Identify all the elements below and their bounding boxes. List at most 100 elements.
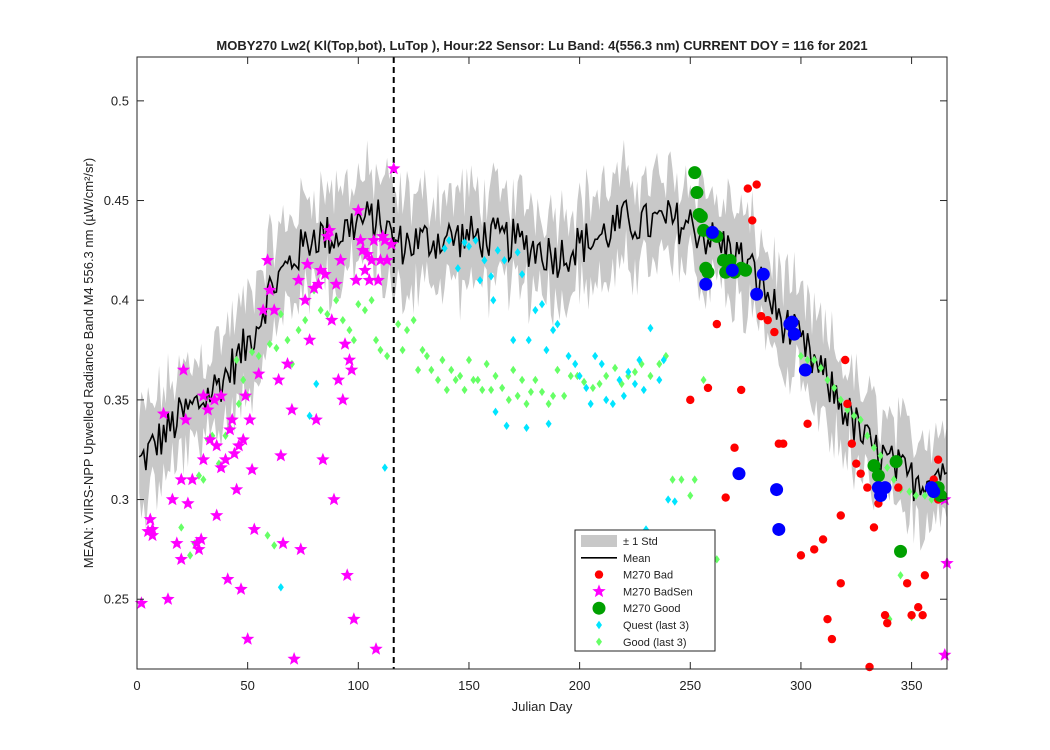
- bad-point: [894, 483, 903, 492]
- quest-point: [636, 355, 643, 365]
- bad-point: [865, 662, 874, 672]
- goodlast-point: [669, 475, 676, 484]
- bad-point: [810, 545, 819, 554]
- goodlast-point: [266, 339, 273, 349]
- goodlast-point: [837, 395, 844, 405]
- quest-point: [490, 296, 497, 305]
- x-tick-label: 300: [790, 678, 812, 693]
- badsen-point: [214, 460, 228, 474]
- goodlast-point: [233, 355, 240, 365]
- legend-label: Mean: [623, 553, 651, 565]
- quest-point: [501, 256, 508, 265]
- bad-point: [763, 315, 772, 325]
- badsen-point: [307, 281, 321, 294]
- x-tick-label: 150: [458, 678, 480, 693]
- goodlast-point: [302, 315, 309, 325]
- badsen-point: [351, 203, 365, 217]
- bad-point: [847, 439, 857, 448]
- quest-point: [625, 367, 632, 377]
- goodlast-point: [554, 365, 561, 375]
- badsen-point: [349, 273, 363, 286]
- badsen-point: [223, 422, 237, 436]
- goodlast-point: [271, 541, 278, 550]
- badsen-point: [190, 536, 204, 550]
- goodlast-point: [255, 351, 262, 361]
- goodlast-point: [295, 325, 302, 335]
- badsen-point: [373, 253, 388, 266]
- x-tick-label: 250: [679, 678, 701, 693]
- blue-point: [756, 267, 770, 281]
- goodlast-point: [492, 371, 499, 381]
- badsen-point: [280, 357, 295, 370]
- goodlast-point: [691, 475, 698, 484]
- good-point: [867, 459, 881, 473]
- badsen-point: [181, 496, 195, 510]
- legend-label: Good (last 3): [623, 637, 687, 649]
- quest-point: [631, 379, 638, 389]
- y-tick-label: 0.4: [111, 293, 129, 308]
- series-m270-badsen: [134, 161, 954, 665]
- quest-point: [461, 238, 468, 247]
- goodlast-point: [434, 375, 441, 385]
- badsen-point: [165, 492, 180, 506]
- bad-point: [836, 579, 845, 588]
- goodlast-point: [479, 385, 486, 395]
- badsen-point: [174, 472, 188, 486]
- badsen-point: [340, 568, 354, 581]
- badsen-point: [331, 372, 346, 386]
- bad-point: [880, 610, 890, 620]
- badsen-point: [384, 237, 399, 251]
- legend-label: M270 Bad: [623, 570, 673, 582]
- badsen-point: [338, 337, 352, 350]
- badsen-point: [161, 592, 175, 605]
- badsen-point: [276, 536, 290, 550]
- badsen-point: [229, 482, 244, 496]
- badsen-point: [380, 253, 394, 266]
- badsen-point: [376, 229, 390, 243]
- quest-point: [472, 236, 479, 245]
- badsen-point: [333, 253, 348, 266]
- goodlast-point: [913, 491, 920, 500]
- badsen-point: [316, 452, 330, 466]
- plot-area: [134, 56, 954, 672]
- quest-point: [454, 264, 461, 273]
- x-tick-label: 100: [347, 678, 369, 693]
- bad-point: [836, 511, 845, 520]
- badsen-point: [176, 363, 191, 376]
- quest-point: [510, 335, 517, 345]
- bad-point: [796, 551, 806, 560]
- legend-std-swatch: [581, 535, 617, 547]
- goodlast-point: [264, 531, 271, 540]
- badsen-point: [156, 406, 171, 420]
- goodlast-point: [647, 371, 654, 381]
- goodlast-point: [404, 325, 410, 335]
- bad-point: [883, 618, 892, 628]
- goodlast-point: [851, 411, 858, 421]
- quest-point: [465, 242, 472, 251]
- badsen-point: [192, 542, 206, 556]
- bad-point: [902, 579, 912, 588]
- bad-point: [907, 610, 916, 620]
- badsen-point: [194, 532, 208, 546]
- quest-point: [525, 335, 532, 345]
- goodlast-point: [505, 395, 512, 405]
- bad-point: [823, 614, 832, 624]
- goodlast-point: [631, 367, 638, 377]
- x-tick-label: 50: [240, 678, 254, 693]
- goodlast-point: [410, 315, 417, 325]
- quest-point: [583, 383, 590, 393]
- y-tick-label: 0.45: [104, 193, 129, 208]
- goodlast-point: [361, 305, 368, 315]
- goodlast-point: [539, 387, 545, 397]
- goodlast-point: [452, 375, 459, 385]
- goodlast-point: [499, 383, 506, 393]
- good-point: [688, 166, 702, 180]
- badsen-point: [272, 372, 286, 386]
- goodlast-point: [596, 379, 603, 389]
- badsen-point: [318, 267, 332, 280]
- legend-label: ± 1 Std: [623, 536, 658, 548]
- goodlast-point: [550, 391, 557, 401]
- plot-frame: [136, 56, 948, 670]
- quest-point: [609, 399, 616, 409]
- blue-point: [705, 225, 719, 239]
